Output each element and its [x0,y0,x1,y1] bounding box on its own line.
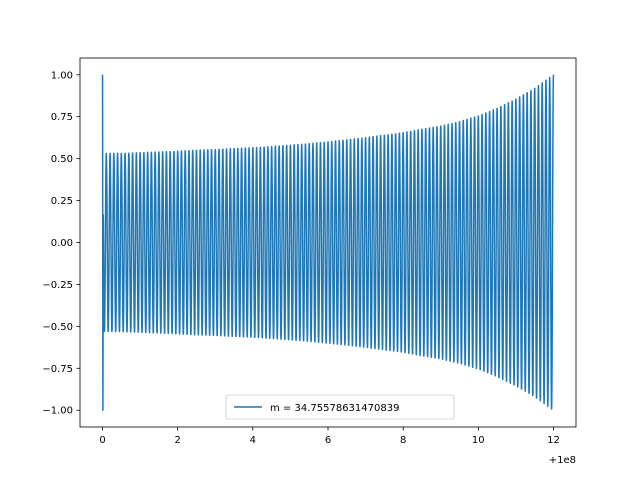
x-tick-label: 0 [99,435,105,446]
y-tick-label: 0.25 [51,196,73,207]
legend-box [225,394,455,420]
y-tick-label: 0.75 [51,112,73,123]
x-tick-label: 8 [400,435,406,446]
y-tick-label: −1.00 [42,406,73,417]
x-axis: 0 2 4 6 8 10 12 [99,427,560,446]
series-line [101,74,555,411]
y-tick-label: −0.25 [42,280,73,291]
x-tick-label: 6 [325,435,331,446]
y-tick-label: 0.50 [51,154,73,165]
y-tick-label: −0.75 [42,364,73,375]
x-axis-offset-label: +1e8 [549,455,576,466]
y-axis: −1.00 −0.75 −0.50 −0.25 0.00 0.25 0.50 0.75 1.00 [42,70,80,417]
x-tick-label: 10 [472,435,485,446]
legend-label: m = 34.75578631470839 [270,403,399,414]
x-tick-label: 2 [175,435,181,446]
x-tick-label: 12 [547,435,560,446]
x-tick-label: 4 [250,435,256,446]
legend: m = 34.75578631470839 [225,394,455,420]
y-tick-label: 1.00 [51,70,73,81]
series-layer [101,74,555,411]
y-tick-label: −0.50 [42,322,73,333]
y-tick-label: 0.00 [51,238,73,249]
